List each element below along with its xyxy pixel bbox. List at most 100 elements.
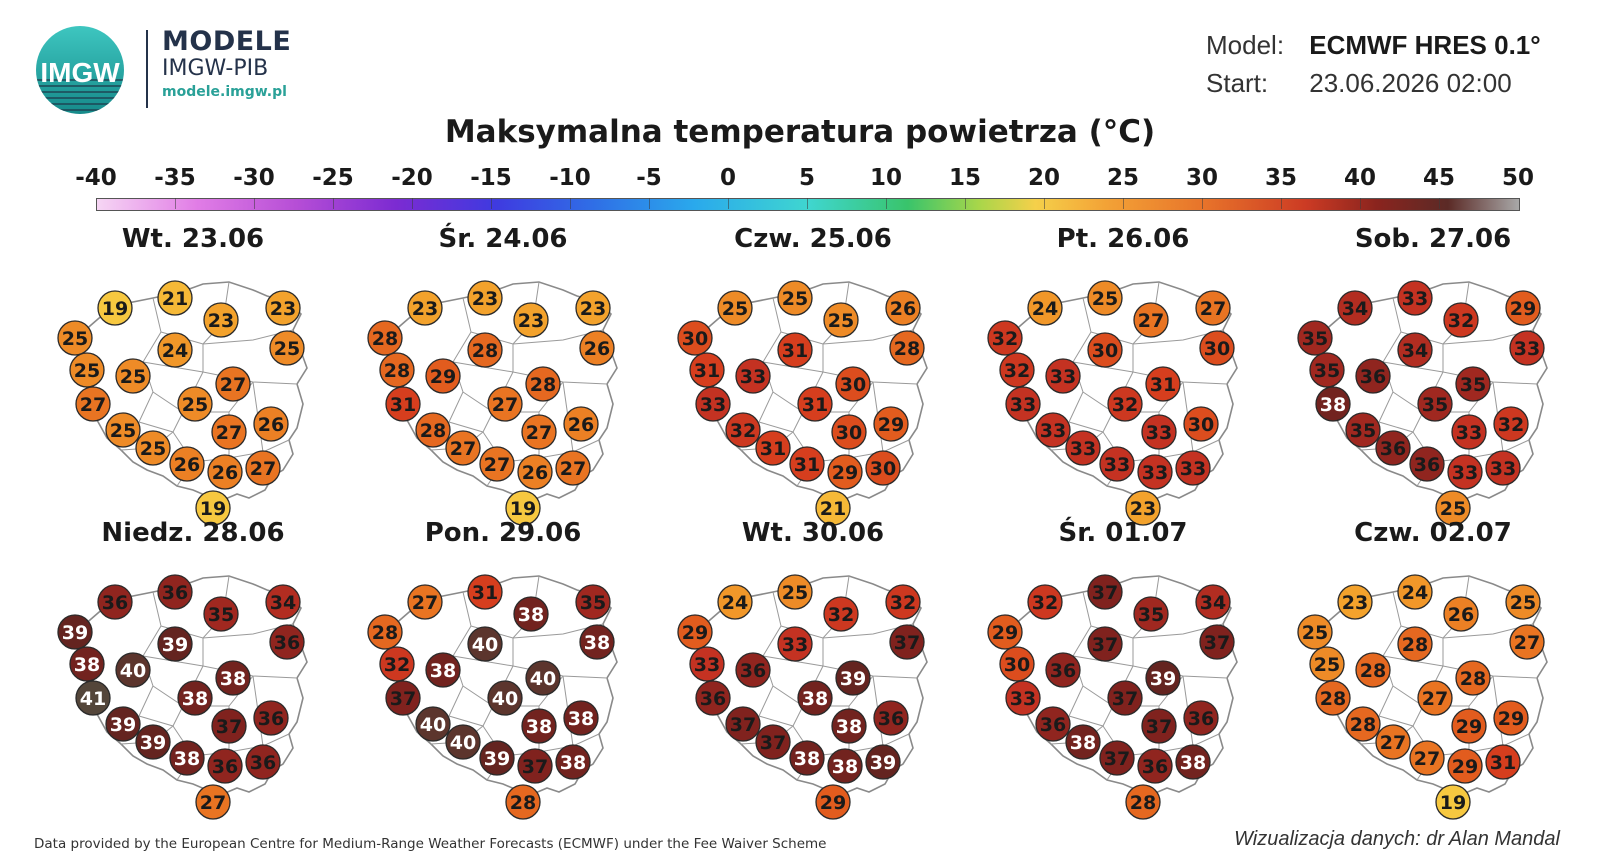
temperature-value: 28 [1402,634,1428,656]
temperature-circle [269,624,305,660]
temperature-value: 23 [518,310,544,332]
temperature-value: 38 [1070,732,1096,754]
scale-label: 5 [798,165,816,191]
temperature-circle [1133,302,1169,338]
temperature-circle [1125,784,1161,820]
temperature-circle [999,646,1035,682]
city-temperature-marker: 40 [487,680,523,716]
temperature-value: 19 [200,498,226,520]
temperature-circle [1107,386,1143,422]
city-temperature-marker: 37 [755,724,791,760]
city-temperature-marker: 38 [1065,724,1101,760]
temperature-circle [1397,280,1433,316]
temperature-value: 37 [730,714,756,736]
temperature-circle [1375,724,1411,760]
temperature-circle [367,320,403,356]
temperature-circle [695,386,731,422]
city-temperature-marker: 36 [1045,652,1081,688]
temperature-value: 27 [1380,732,1406,754]
temperature-circle [367,614,403,650]
temperature-circle [1375,430,1411,466]
temperature-circle [889,624,925,660]
temperature-value: 28 [530,374,556,396]
temperature-value: 25 [722,298,748,320]
city-temperature-marker: 29 [425,358,461,394]
temperature-circle [579,330,615,366]
city-temperature-marker: 32 [987,320,1023,356]
temperature-circle [1195,584,1231,620]
city-temperature-marker: 23 [1125,490,1161,526]
city-temperature-marker: 36 [1183,700,1219,736]
temperature-circle [1005,680,1041,716]
city-temperature-marker: 33 [1035,412,1071,448]
temperature-value: 32 [730,420,756,442]
city-temperature-marker: 27 [1133,302,1169,338]
temperature-value: 28 [472,340,498,362]
city-temperature-marker: 38 [831,708,867,744]
city-temperature-marker: 29 [873,406,909,442]
temperature-value: 19 [102,298,128,320]
scale-label: -5 [636,165,662,191]
temperature-circle [1065,430,1101,466]
city-temperature-marker: 31 [755,430,791,466]
panel-date-title: Niedz. 28.06 [101,518,285,548]
temperature-circle [1409,740,1445,776]
city-temperature-marker: 33 [1137,454,1173,490]
temperature-circle [1125,490,1161,526]
city-temperature-marker: 28 [1397,626,1433,662]
temperature-value: 35 [1350,420,1376,442]
temperature-circle [203,302,239,338]
city-temperature-marker: 23 [407,290,443,326]
temperature-value: 31 [782,340,808,362]
temperature-value: 36 [162,582,188,604]
temperature-value: 23 [1342,592,1368,614]
temperature-circle [835,366,871,402]
city-temperature-marker: 38 [177,680,213,716]
city-temperature-marker: 34 [1195,584,1231,620]
temperature-circle [575,584,611,620]
temperature-circle [97,584,133,620]
temperature-circle [865,744,901,780]
scale-tick [1044,198,1045,209]
city-temperature-marker: 31 [1485,744,1521,780]
temperature-circle [253,700,289,736]
temperature-value: 29 [992,622,1018,644]
temperature-value: 30 [1204,338,1230,360]
city-temperature-marker: 27 [215,366,251,402]
temperature-value: 35 [208,604,234,626]
city-temperature-marker: 38 [1315,386,1351,422]
forecast-panel: Czw. 25.06 30 25 25 25 26 31 28 31 33 30 33 31 29 30 32… [663,224,963,526]
temperature-value: 35 [1314,360,1340,382]
city-temperature-marker: 32 [885,584,921,620]
temperature-circle [1199,624,1235,660]
city-temperature-marker: 38 [563,700,599,736]
temperature-value: 36 [250,752,276,774]
temperature-value: 26 [1448,604,1474,626]
temperature-value: 30 [836,422,862,444]
temperature-circle [385,386,421,422]
temperature-circle [105,706,141,742]
temperature-circle [445,724,481,760]
temperature-value: 19 [1440,792,1466,814]
temperature-circle [1087,574,1123,610]
temperature-value: 38 [584,632,610,654]
temperature-circle [1133,596,1169,632]
temperature-value: 25 [1440,498,1466,520]
temperature-circle [207,454,243,490]
temperature-value: 25 [1092,288,1118,310]
city-temperature-marker: 32 [1443,302,1479,338]
temperature-circle [555,450,591,486]
temperature-value: 25 [782,582,808,604]
brand-url[interactable]: modele.imgw.pl [162,84,287,100]
temperature-circle [1443,302,1479,338]
temperature-circle [797,386,833,422]
temperature-circle [517,748,553,784]
temperature-value: 33 [1456,422,1482,444]
temperature-value: 25 [828,310,854,332]
panel-date-title: Czw. 25.06 [734,224,892,254]
city-temperature-marker: 29 [1493,700,1529,736]
temperature-value: 28 [384,360,410,382]
temperature-circle [1137,748,1173,784]
temperature-value: 29 [832,462,858,484]
